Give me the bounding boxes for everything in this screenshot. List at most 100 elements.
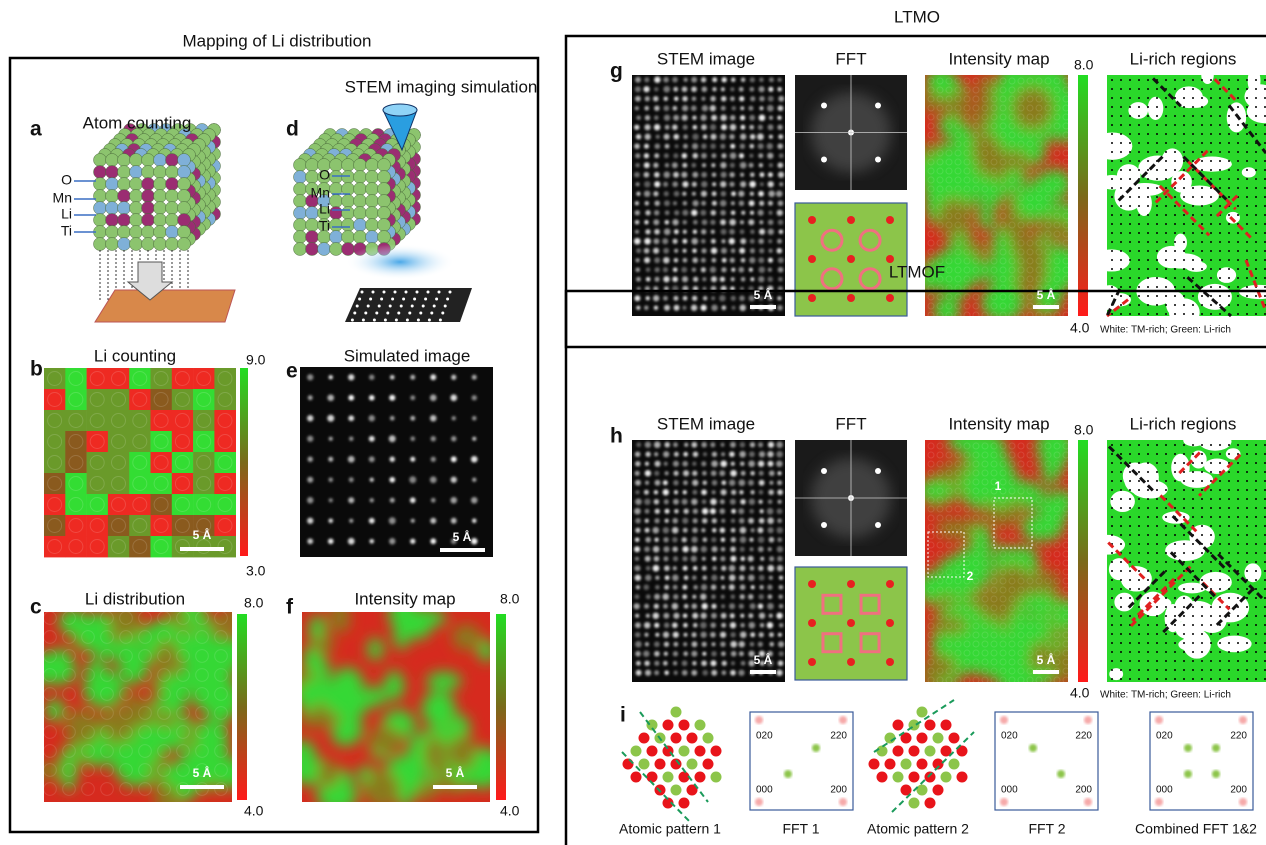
spot xyxy=(328,457,333,462)
dot xyxy=(1246,313,1248,315)
dot xyxy=(1111,268,1113,270)
spot xyxy=(665,125,670,130)
spot xyxy=(308,457,313,462)
spot xyxy=(701,124,707,130)
spot xyxy=(749,538,753,542)
dot xyxy=(1138,660,1140,662)
dot xyxy=(1210,507,1212,509)
dot xyxy=(1165,286,1167,288)
dot xyxy=(1111,507,1113,509)
spot xyxy=(329,478,333,482)
dot xyxy=(1129,498,1131,500)
spot xyxy=(711,613,717,619)
dot xyxy=(1183,286,1185,288)
spot xyxy=(740,173,744,177)
spot xyxy=(719,295,726,302)
spot xyxy=(635,641,642,648)
blob xyxy=(312,636,335,653)
atom xyxy=(306,219,319,232)
dot xyxy=(1210,259,1212,261)
blob xyxy=(915,481,956,501)
blob xyxy=(478,640,494,662)
atom xyxy=(106,190,119,203)
dot xyxy=(1246,534,1248,536)
spot xyxy=(692,527,698,533)
dot xyxy=(1255,169,1257,171)
dot xyxy=(1147,232,1149,234)
spot xyxy=(722,661,727,666)
dot xyxy=(1237,88,1239,90)
dot xyxy=(1147,160,1149,162)
dot xyxy=(1165,205,1167,207)
dot xyxy=(1138,516,1140,518)
spot xyxy=(759,172,764,177)
atom xyxy=(142,202,155,215)
spot xyxy=(721,547,726,552)
dot xyxy=(1201,579,1203,581)
base-plane xyxy=(95,290,235,322)
dot xyxy=(1246,552,1248,554)
spot xyxy=(663,276,669,282)
dot xyxy=(1129,462,1131,464)
dot xyxy=(1210,295,1212,297)
label: 200 xyxy=(830,785,847,796)
spot xyxy=(645,519,649,523)
dot xyxy=(1255,250,1257,252)
dot xyxy=(1111,232,1113,234)
spot xyxy=(729,134,735,140)
spot xyxy=(663,527,670,534)
atom xyxy=(909,772,920,783)
spot xyxy=(700,305,706,311)
spot xyxy=(740,547,745,552)
spot xyxy=(664,153,669,158)
blob xyxy=(117,635,135,669)
dot xyxy=(1138,88,1140,90)
spot xyxy=(391,298,394,301)
spot xyxy=(681,267,687,273)
map-body xyxy=(24,594,248,816)
dot xyxy=(1192,507,1194,509)
blob xyxy=(331,596,348,631)
spot xyxy=(644,172,650,178)
spot xyxy=(417,319,420,322)
dot xyxy=(1156,543,1158,545)
dot xyxy=(1237,286,1239,288)
spot xyxy=(730,470,737,477)
spot xyxy=(644,633,648,637)
atom xyxy=(342,207,355,220)
spot xyxy=(682,115,688,121)
spot xyxy=(439,319,442,322)
dot xyxy=(1228,444,1230,446)
dot xyxy=(1129,88,1131,90)
spot xyxy=(701,660,707,666)
spot xyxy=(778,134,783,139)
dot xyxy=(1156,187,1158,189)
dot xyxy=(1210,223,1212,225)
dot xyxy=(1138,250,1140,252)
label: Intensity map xyxy=(948,414,1049,433)
spot xyxy=(847,255,855,263)
spot xyxy=(701,97,705,101)
spot xyxy=(740,536,747,543)
spot xyxy=(768,229,774,235)
dot xyxy=(1129,97,1131,99)
dot xyxy=(1120,304,1122,306)
spot xyxy=(741,78,745,82)
spot xyxy=(731,661,735,665)
spot xyxy=(672,518,678,524)
dot xyxy=(1138,124,1140,126)
dot xyxy=(1156,507,1158,509)
label: 1 xyxy=(995,479,1002,493)
spot xyxy=(750,566,755,571)
spot xyxy=(409,476,416,483)
spot xyxy=(682,220,687,225)
colorbar-min: 4.0 xyxy=(244,803,264,819)
spot xyxy=(758,143,764,149)
spot xyxy=(740,133,747,140)
atom xyxy=(671,733,682,744)
dot xyxy=(1111,106,1113,108)
spot xyxy=(731,268,735,272)
spot xyxy=(645,470,651,476)
atom xyxy=(893,720,904,731)
dot xyxy=(1147,615,1149,617)
